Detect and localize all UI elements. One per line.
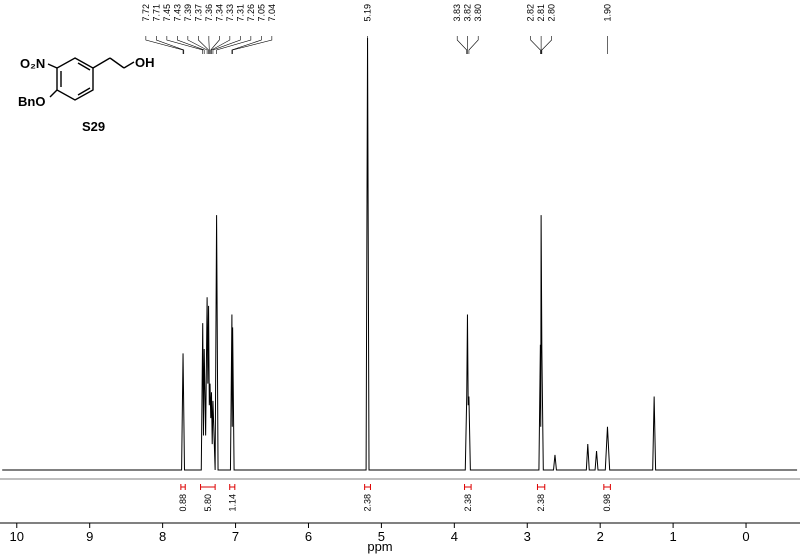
x-tick-label: 2 (597, 529, 604, 544)
peak-connector (177, 36, 205, 54)
integral-label: 0.88 (178, 494, 188, 512)
integral-label: 2.38 (363, 494, 373, 512)
bond (109, 57, 125, 69)
x-tick-label: 0 (742, 529, 749, 544)
bond (77, 62, 91, 71)
bond (77, 87, 91, 96)
peak-connector (187, 36, 208, 54)
peak-connector (210, 36, 220, 54)
peak-connector (216, 36, 252, 54)
x-tick-label: 6 (305, 529, 312, 544)
peak-label: 7.04 (267, 4, 277, 22)
spectrum-line (2, 37, 798, 471)
integral-label: 2.38 (536, 494, 546, 512)
peak-label: 7.45 (162, 4, 172, 22)
peak-label: 3.82 (463, 4, 473, 22)
peak-connector (541, 36, 552, 54)
peak-label: 7.34 (214, 4, 224, 22)
integral-label: 1.14 (227, 494, 237, 512)
peak-connector (211, 36, 231, 54)
peak-label: 7.72 (141, 4, 151, 22)
peak-label: 7.39 (183, 4, 193, 22)
integral-bracket (603, 484, 611, 490)
peak-label: 2.80 (547, 4, 557, 22)
benzene-ring (56, 57, 94, 101)
x-tick-label: 5 (378, 529, 385, 544)
peak-label: 7.33 (225, 4, 235, 22)
peak-label: 7.05 (256, 4, 266, 22)
peak-label: 1.90 (602, 4, 612, 22)
peak-connector (468, 36, 479, 54)
peak-label: 7.26 (246, 4, 256, 22)
integral-label: 0.98 (602, 494, 612, 512)
x-tick-label: 1 (669, 529, 676, 544)
x-tick-label: 8 (159, 529, 166, 544)
peak-label: 3.83 (452, 4, 462, 22)
peak-label: 7.37 (193, 4, 203, 22)
peak-connector (232, 36, 273, 54)
peak-label: 7.43 (172, 4, 182, 22)
integral-bracket (536, 484, 546, 490)
bond (49, 89, 58, 98)
x-tick-label: 10 (10, 529, 24, 544)
peak-connector (145, 36, 184, 54)
integral-bracket (180, 484, 186, 490)
hydroxyl-group: OH (135, 55, 155, 70)
benzyloxy-group: BnO (18, 94, 45, 109)
peak-label: 7.71 (151, 4, 161, 22)
integral-bracket (364, 484, 371, 490)
integral-label: 2.38 (463, 494, 473, 512)
peak-label: 3.80 (473, 4, 483, 22)
peak-label: 2.81 (536, 4, 546, 22)
peak-connector (212, 36, 241, 54)
nitro-group: O₂N (20, 56, 45, 71)
bond (123, 61, 135, 69)
x-tick-label: 3 (524, 529, 531, 544)
peak-label: 7.31 (235, 4, 245, 22)
peak-connector (231, 36, 262, 54)
x-tick-label: 9 (86, 529, 93, 544)
integral-label: 5.80 (203, 494, 213, 512)
peak-label: 2.82 (526, 4, 536, 22)
peak-connector (456, 36, 468, 54)
bond (47, 63, 58, 69)
integral-bracket (200, 484, 216, 490)
peak-connector (198, 36, 209, 54)
peak-connector (530, 36, 541, 54)
integral-bracket (464, 484, 472, 490)
integral-bracket (229, 484, 236, 490)
x-tick-label: 4 (451, 529, 458, 544)
peak-label: 5.19 (363, 4, 373, 22)
compound-label: S29 (82, 119, 105, 134)
structure (47, 57, 135, 101)
peak-connector (156, 36, 185, 54)
bond (92, 57, 111, 69)
peak-label: 7.36 (204, 4, 214, 22)
x-axis-label: ppm (367, 539, 392, 554)
x-tick-label: 7 (232, 529, 239, 544)
peak-connector (166, 36, 204, 54)
